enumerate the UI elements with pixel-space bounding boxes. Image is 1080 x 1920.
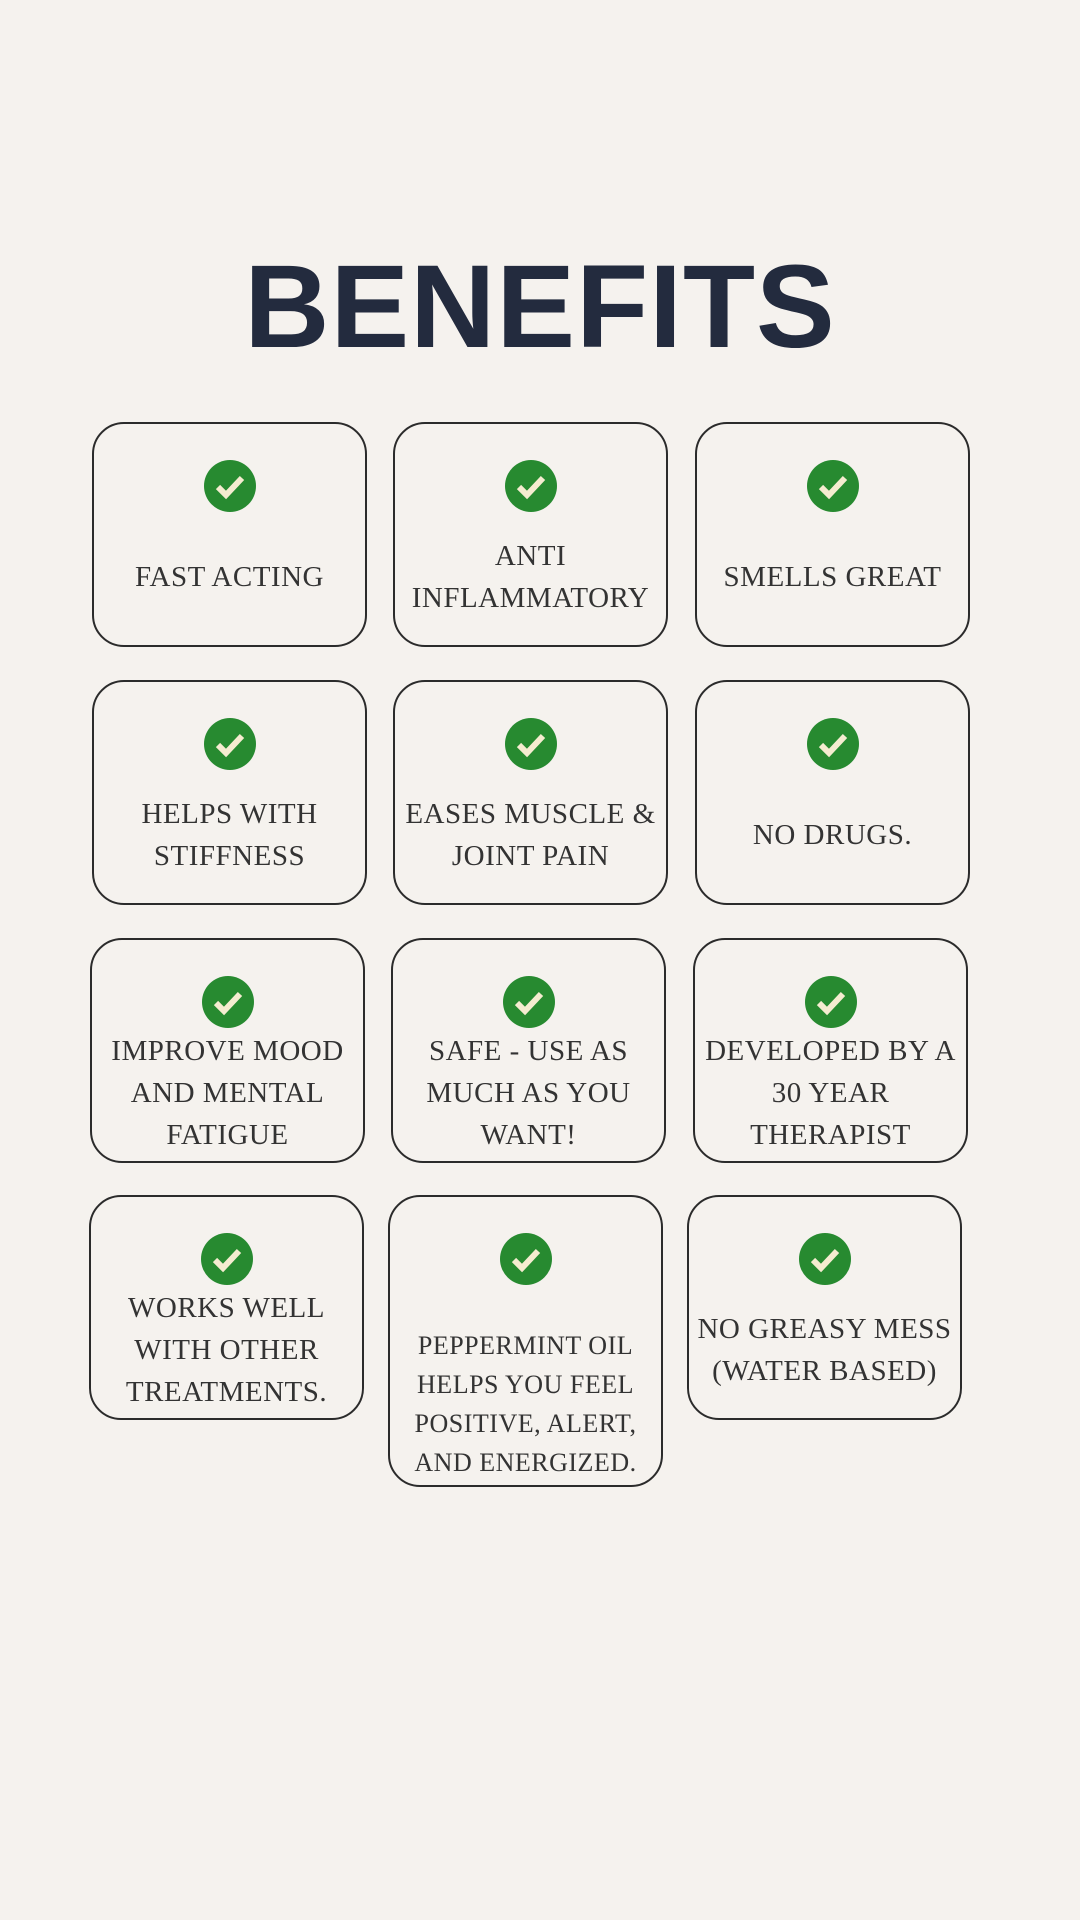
benefit-label-line: POSITIVE, ALERT, [414, 1409, 637, 1438]
benefit-label: SAFE - USE AS MUCH AS YOU WANT! [393, 1030, 664, 1156]
benefit-label-line: WITH OTHER [134, 1334, 319, 1366]
benefit-card: NO GREASY MESS (WATER BASED) [687, 1195, 962, 1420]
benefit-label: EASES MUSCLE & JOINT PAIN [395, 793, 666, 877]
benefit-label: FAST ACTING [94, 556, 365, 598]
benefit-label-line: 30 YEAR [771, 1077, 890, 1109]
benefit-label-line: NO DRUGS. [752, 819, 913, 851]
benefit-card: EASES MUSCLE & JOINT PAIN [393, 680, 668, 905]
benefit-label-line: AND ENERGIZED. [414, 1448, 637, 1477]
benefit-label-line: HELPS WITH [141, 798, 318, 830]
benefit-card: ANTI INFLAMMATORY [393, 422, 668, 647]
benefit-label-line: HELPS YOU FEEL [417, 1370, 634, 1399]
benefit-label-line: MUCH AS YOU [426, 1077, 631, 1109]
benefit-label: HELPS WITH STIFFNESS [94, 793, 365, 877]
check-circle-icon [798, 1233, 851, 1285]
benefit-label-line: (WATER BASED) [712, 1355, 937, 1387]
benefit-label: IMPROVE MOOD AND MENTAL FATIGUE [92, 1030, 363, 1156]
benefit-label-line: PEPPERMINT OIL [417, 1331, 634, 1360]
benefit-label: DEVELOPED BY A 30 YEAR THERAPIST [695, 1030, 966, 1156]
benefit-card: SMELLS GREAT [695, 422, 970, 647]
benefit-label: WORKS WELL WITH OTHER TREATMENTS. [91, 1287, 362, 1413]
benefit-label-line: TREATMENTS. [125, 1376, 328, 1408]
benefit-card: NO DRUGS. [695, 680, 970, 905]
benefit-label-line: FAST ACTING [135, 561, 324, 593]
benefit-label-line: THERAPIST [750, 1119, 911, 1151]
benefit-label: NO GREASY MESS (WATER BASED) [689, 1308, 960, 1392]
check-circle-icon [203, 460, 256, 512]
benefit-label: NO DRUGS. [697, 814, 968, 856]
page-title: BENEFITS [244, 241, 836, 373]
check-circle-icon [806, 718, 859, 770]
benefit-card: FAST ACTING [92, 422, 367, 647]
benefit-label-line: STIFFNESS [153, 840, 306, 872]
benefit-label-line: IMPROVE MOOD [111, 1035, 344, 1067]
benefit-label: ANTI INFLAMMATORY [395, 535, 666, 619]
benefit-label-line: EASES MUSCLE & [405, 798, 656, 830]
check-circle-icon [200, 1233, 253, 1285]
check-circle-icon [201, 976, 254, 1028]
benefit-label-line: JOINT PAIN [451, 840, 610, 872]
check-circle-icon [499, 1233, 552, 1285]
check-circle-icon [504, 718, 557, 770]
check-circle-icon [806, 460, 859, 512]
check-circle-icon [504, 460, 557, 512]
benefit-label-line: WANT! [480, 1119, 577, 1151]
benefit-card: DEVELOPED BY A 30 YEAR THERAPIST [693, 938, 968, 1163]
check-circle-icon [804, 976, 857, 1028]
benefit-label: SMELLS GREAT [697, 556, 968, 598]
benefit-label-line: NO GREASY MESS [697, 1313, 952, 1345]
benefit-card: WORKS WELL WITH OTHER TREATMENTS. [89, 1195, 364, 1420]
benefit-card: PEPPERMINT OIL HELPS YOU FEEL POSITIVE, AL… [388, 1195, 663, 1487]
benefit-label-line: WORKS WELL [128, 1292, 325, 1324]
benefit-label-line: SAFE - USE AS [428, 1035, 629, 1067]
check-circle-icon [203, 718, 256, 770]
benefit-card: IMPROVE MOOD AND MENTAL FATIGUE [90, 938, 365, 1163]
benefit-card: HELPS WITH STIFFNESS [92, 680, 367, 905]
benefit-label-line: AND MENTAL [130, 1077, 325, 1109]
benefit-label-line: FATIGUE [166, 1119, 289, 1151]
benefit-label-line: INFLAMMATORY [411, 582, 650, 614]
benefit-label-line: DEVELOPED BY A [705, 1035, 956, 1067]
benefit-label-line: ANTI [494, 540, 567, 572]
check-circle-icon [502, 976, 555, 1028]
benefit-label: PEPPERMINT OIL HELPS YOU FEEL POSITIVE, AL… [390, 1326, 661, 1482]
benefit-card: SAFE - USE AS MUCH AS YOU WANT! [391, 938, 666, 1163]
benefit-label-line: SMELLS GREAT [723, 561, 942, 593]
